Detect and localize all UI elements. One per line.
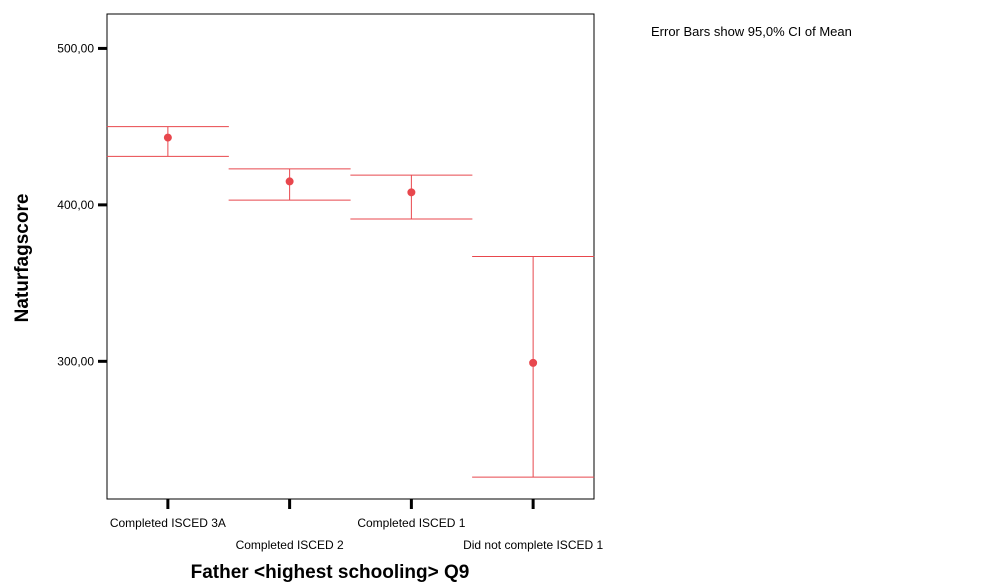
x-category-label: Did not complete ISCED 1 [463,538,603,552]
mean-point [529,358,538,367]
mean-point [407,188,416,197]
x-axis-title: Father <highest schooling> Q9 [191,562,470,583]
error-bar [472,256,595,478]
x-axis-ticks: Completed ISCED 3A Completed ISCED 2 Compl… [110,499,603,552]
mean-point [285,177,294,186]
x-category-label: Completed ISCED 3A [110,516,226,530]
error-bar-note: Error Bars show 95,0% CI of Mean [651,24,852,39]
y-axis-title: Naturfagscore [12,194,33,323]
error-bars [106,126,595,478]
error-bar [106,126,229,157]
error-bar [228,168,351,201]
y-axis-ticks: 300,00 400,00 500,00 [57,41,107,368]
y-tick-label: 500,00 [57,41,94,55]
mean-point [163,133,172,142]
error-bar [350,174,473,220]
x-category-label: Completed ISCED 2 [236,538,344,552]
y-tick-label: 400,00 [57,198,94,212]
y-tick-label: 300,00 [57,354,94,368]
x-category-label: Completed ISCED 1 [357,516,465,530]
